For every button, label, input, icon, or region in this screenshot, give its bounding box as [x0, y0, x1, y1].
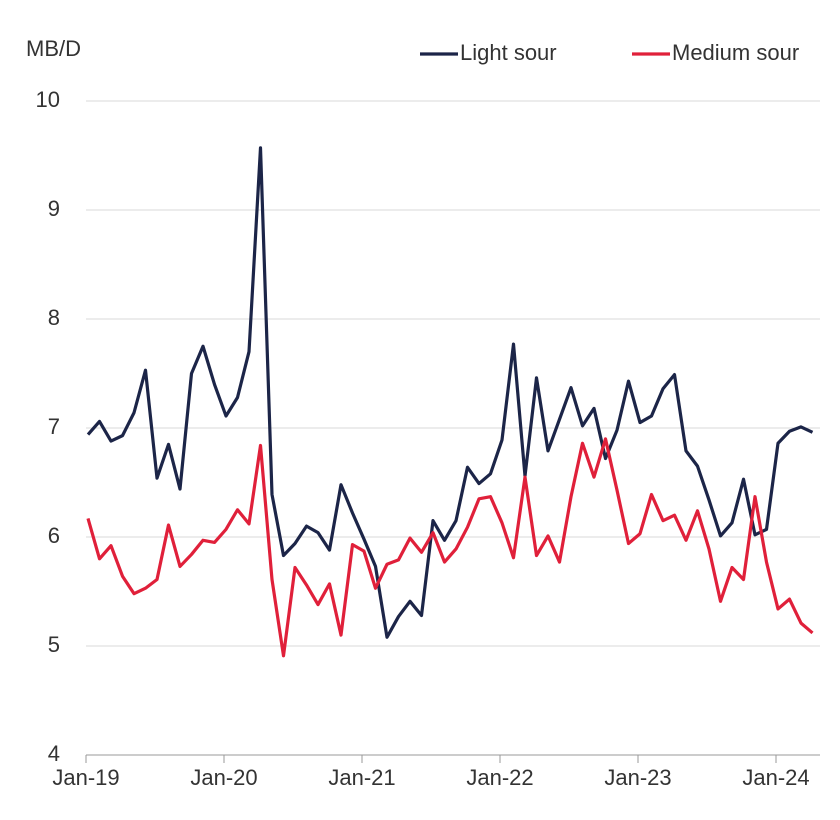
x-tick-label: Jan-21	[328, 765, 395, 790]
line-series	[86, 437, 814, 658]
legend-label: Medium sour	[672, 40, 799, 65]
legend-label: Light sour	[460, 40, 557, 65]
x-tick-label: Jan-19	[52, 765, 119, 790]
y-tick-label: 7	[48, 414, 60, 439]
y-tick-label: 9	[48, 196, 60, 221]
x-tick-label: Jan-22	[466, 765, 533, 790]
y-tick-label: 4	[48, 741, 60, 766]
x-tick-label: Jan-24	[742, 765, 809, 790]
x-tick-label: Jan-20	[190, 765, 257, 790]
line-series	[86, 146, 814, 639]
y-axis-label: MB/D	[26, 36, 81, 61]
y-tick-label: 8	[48, 305, 60, 330]
y-tick-label: 10	[36, 87, 60, 112]
x-tick-label: Jan-23	[604, 765, 671, 790]
y-tick-label: 5	[48, 632, 60, 657]
y-tick-label: 6	[48, 523, 60, 548]
